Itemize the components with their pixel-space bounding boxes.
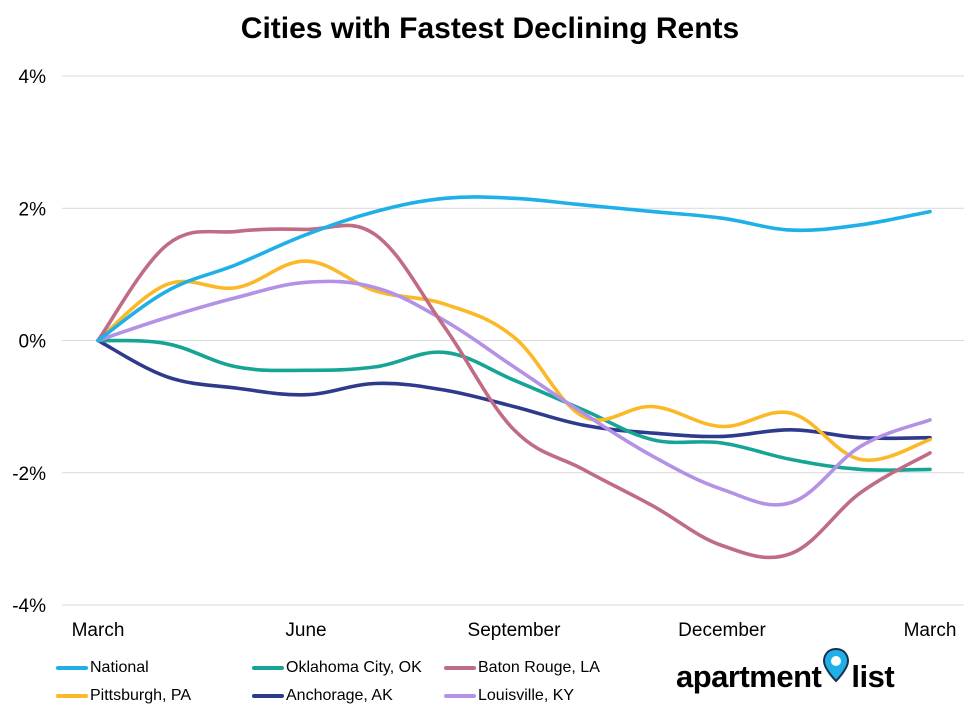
legend-label: Anchorage, AK (286, 687, 393, 704)
x-tick-label: June (285, 620, 326, 641)
apartment-list-logo: apartment list (676, 647, 895, 702)
legend-label: Baton Rouge, LA (478, 659, 600, 676)
map-pin-icon (823, 647, 850, 690)
y-tick-label: 2% (19, 199, 47, 220)
legend-item: Baton Rouge, LA (444, 656, 600, 680)
x-tick-label: March (904, 620, 957, 641)
y-tick-label: 0% (19, 332, 47, 353)
legend-swatch (252, 666, 284, 670)
legend-swatch (444, 666, 476, 670)
y-tick-label: 4% (19, 67, 47, 88)
legend-swatch (444, 694, 476, 698)
series-line-louisville-ky (96, 279, 932, 507)
y-tick-label: -4% (12, 596, 46, 617)
legend: National Oklahoma City, OK Baton Rouge, LA… (56, 656, 656, 716)
series-line-national (96, 195, 932, 343)
legend-label: National (90, 659, 149, 676)
series-line-oklahoma-city-ok (96, 338, 932, 472)
legend-label: Oklahoma City, OK (286, 659, 422, 676)
x-tick-label: March (72, 620, 125, 641)
legend-item: Oklahoma City, OK (252, 656, 422, 680)
legend-label: Pittsburgh, PA (90, 687, 192, 704)
x-tick-label: September (468, 620, 562, 641)
legend-item: Louisville, KY (444, 684, 574, 708)
chart-title: Cities with Fastest Declining Rents (240, 12, 740, 45)
legend-swatch (252, 694, 284, 698)
legend-swatch (56, 666, 88, 670)
logo-text-apartment: apartment (676, 659, 822, 694)
logo-text-list: list (851, 659, 895, 694)
x-tick-label: December (678, 620, 766, 641)
legend-item: Anchorage, AK (252, 684, 393, 708)
series-line-pittsburgh-pa (96, 259, 932, 462)
series-line-anchorage-ak (96, 338, 932, 441)
legend-swatch (56, 694, 88, 698)
series-line-baton-rouge-la (96, 223, 932, 560)
legend-item: National (56, 656, 149, 680)
legend-item: Pittsburgh, PA (56, 684, 191, 708)
legend-label: Louisville, KY (478, 687, 575, 704)
y-tick-label: -2% (12, 464, 46, 485)
